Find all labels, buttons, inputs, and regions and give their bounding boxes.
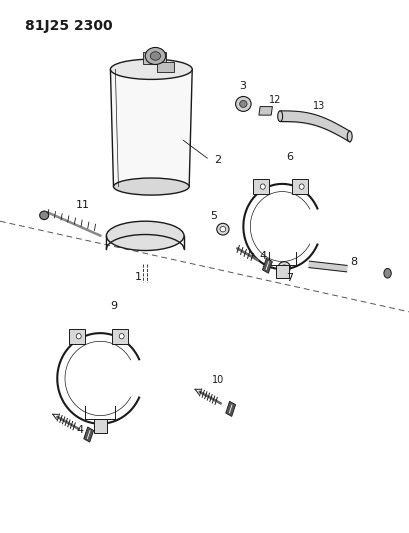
- Text: 11: 11: [76, 200, 90, 211]
- Text: 12: 12: [269, 95, 281, 105]
- Text: 8: 8: [350, 257, 357, 267]
- Ellipse shape: [40, 211, 49, 220]
- Text: 2: 2: [213, 155, 221, 165]
- Ellipse shape: [220, 227, 226, 232]
- Polygon shape: [70, 329, 85, 344]
- Ellipse shape: [151, 52, 161, 60]
- Polygon shape: [94, 419, 107, 433]
- Polygon shape: [259, 107, 272, 115]
- Text: 1: 1: [135, 272, 142, 282]
- Text: 5: 5: [211, 211, 218, 221]
- Polygon shape: [110, 69, 192, 187]
- Polygon shape: [112, 329, 128, 344]
- Ellipse shape: [145, 47, 166, 64]
- Polygon shape: [84, 427, 94, 442]
- Ellipse shape: [278, 262, 290, 273]
- Polygon shape: [292, 179, 308, 194]
- Polygon shape: [254, 179, 269, 194]
- Ellipse shape: [110, 59, 192, 79]
- Ellipse shape: [119, 334, 124, 339]
- Ellipse shape: [278, 111, 283, 122]
- Text: 13: 13: [313, 101, 325, 111]
- Text: 7: 7: [286, 273, 293, 283]
- Text: 6: 6: [286, 152, 293, 162]
- Ellipse shape: [260, 184, 265, 189]
- Ellipse shape: [236, 96, 251, 111]
- Ellipse shape: [217, 223, 229, 235]
- Ellipse shape: [76, 334, 81, 339]
- Text: 3: 3: [239, 81, 246, 91]
- Ellipse shape: [347, 131, 352, 142]
- Ellipse shape: [281, 265, 287, 270]
- Text: 9: 9: [110, 301, 117, 311]
- Ellipse shape: [106, 221, 184, 251]
- Polygon shape: [157, 62, 174, 72]
- Polygon shape: [276, 265, 289, 278]
- Polygon shape: [143, 52, 166, 64]
- Ellipse shape: [384, 269, 391, 278]
- Polygon shape: [309, 261, 347, 272]
- Text: 81J25 2300: 81J25 2300: [25, 19, 112, 33]
- Ellipse shape: [240, 100, 247, 108]
- Text: 4: 4: [260, 251, 267, 261]
- Text: 10: 10: [212, 375, 224, 385]
- Ellipse shape: [113, 178, 189, 195]
- Text: 4: 4: [77, 425, 84, 435]
- Polygon shape: [263, 258, 272, 273]
- Ellipse shape: [299, 184, 304, 189]
- Polygon shape: [226, 401, 236, 416]
